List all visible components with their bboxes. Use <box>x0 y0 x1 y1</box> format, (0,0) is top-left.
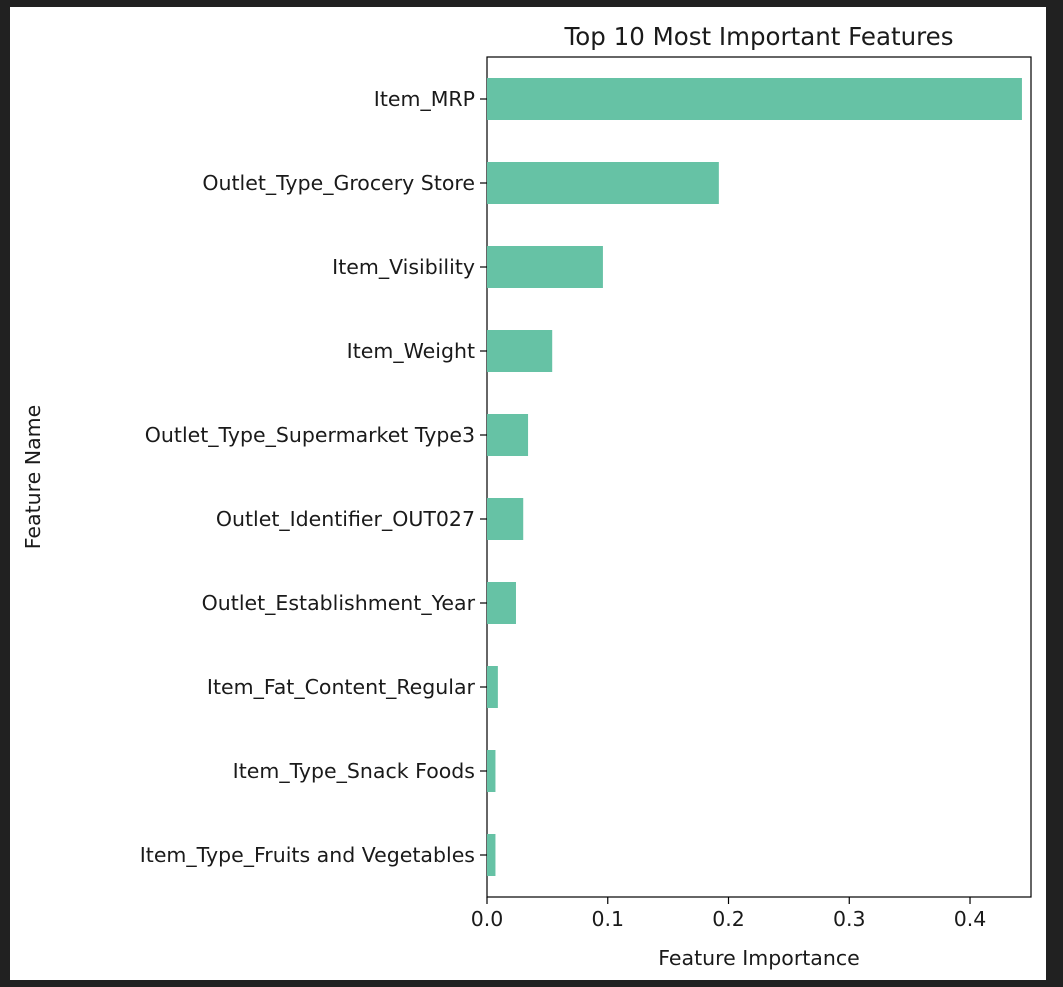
bar <box>487 78 1022 120</box>
bar <box>487 666 498 708</box>
bar <box>487 582 516 624</box>
y-axis-ticks: Item_MRP Outlet_Type_Grocery Store Item_Vi… <box>140 87 487 868</box>
bar <box>487 330 553 372</box>
x-axis-title: Feature Importance <box>658 946 859 970</box>
bar <box>487 162 719 204</box>
x-tick-label: 0.3 <box>833 907 866 931</box>
feature-importance-chart: Top 10 Most Important Features Item_MRP O… <box>21 22 1032 970</box>
y-tick-label: Item_Type_Fruits and Vegetables <box>140 843 475 868</box>
y-tick-label: Outlet_Establishment_Year <box>202 591 476 616</box>
chart-title: Top 10 Most Important Features <box>564 22 954 51</box>
x-tick-label: 0.0 <box>471 907 504 931</box>
bar <box>487 414 529 456</box>
y-tick-label: Outlet_Type_Supermarket Type3 <box>145 423 475 448</box>
x-tick-label: 0.1 <box>591 907 624 931</box>
bar <box>487 498 524 540</box>
plot-area <box>486 56 1032 898</box>
chart-figure: Top 10 Most Important Features Item_MRP O… <box>10 7 1046 980</box>
y-tick-label: Item_MRP <box>374 87 475 112</box>
bars-group <box>487 78 1022 876</box>
y-axis-title: Feature Name <box>21 405 45 549</box>
y-tick-label: Outlet_Type_Grocery Store <box>202 171 475 196</box>
y-tick-label: Outlet_Identifier_OUT027 <box>216 507 475 532</box>
bar <box>487 246 603 288</box>
y-tick-label: Item_Fat_Content_Regular <box>207 675 476 700</box>
y-tick-label: Item_Type_Snack Foods <box>233 759 475 784</box>
y-tick-label: Item_Visibility <box>332 255 475 280</box>
bar <box>487 834 496 876</box>
bar <box>487 750 496 792</box>
x-axis-ticks: 0.0 0.1 0.2 0.3 0.4 <box>471 897 987 931</box>
x-tick-label: 0.4 <box>954 907 987 931</box>
y-tick-label: Item_Weight <box>347 339 475 364</box>
x-tick-label: 0.2 <box>712 907 745 931</box>
